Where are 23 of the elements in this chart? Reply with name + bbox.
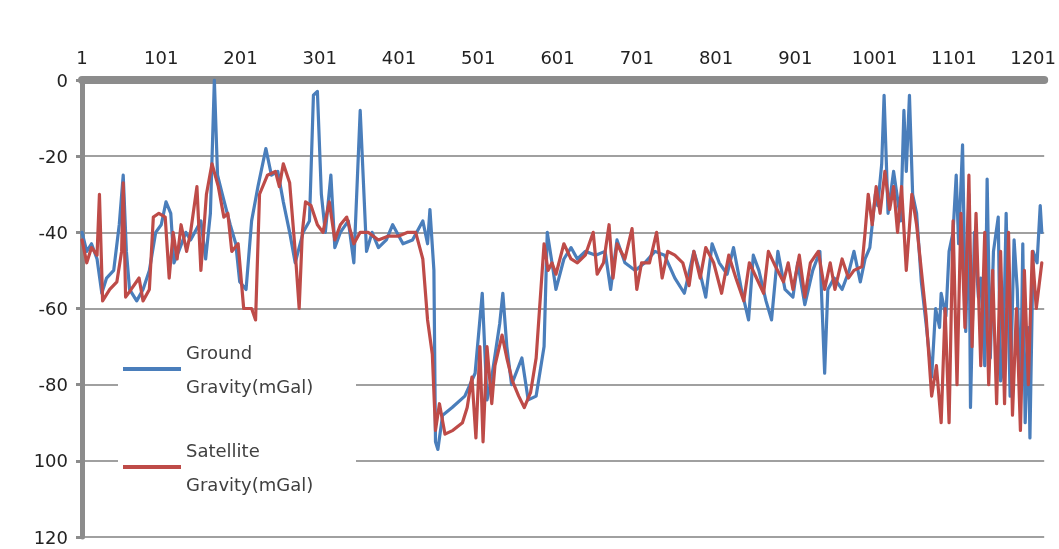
y-tick-label: -80: [38, 374, 68, 396]
x-tick-label: 101: [144, 46, 179, 68]
y-tick-label: -40: [38, 221, 68, 243]
y-tick-label: 100: [33, 450, 68, 472]
legend-label: Ground Gravity(mGal): [186, 341, 314, 397]
x-tick-label: 601: [540, 46, 575, 68]
y-tick-label: -60: [38, 298, 68, 319]
x-tick-label: 1201: [1010, 46, 1056, 68]
x-tick-label: 801: [698, 46, 734, 68]
y-tick-label: -20: [38, 145, 68, 167]
x-tick-label: 201: [223, 46, 258, 68]
x-tick-label: 701: [619, 46, 654, 68]
x-tick-label: 1101: [930, 46, 977, 68]
x-tick-label: 501: [461, 46, 496, 68]
x-tick-label: 901: [778, 46, 813, 68]
line-series: [80, 162, 1044, 444]
x-tick-label: 1001: [851, 46, 898, 68]
y-tick-label: 0: [56, 69, 68, 91]
x-tick-label: 301: [302, 46, 337, 68]
legend-label: Satellite Gravity(mGal): [186, 439, 314, 495]
x-tick-label: 1: [76, 46, 88, 68]
y-tick-label: 120: [33, 526, 68, 548]
x-tick-label: 401: [381, 46, 417, 68]
